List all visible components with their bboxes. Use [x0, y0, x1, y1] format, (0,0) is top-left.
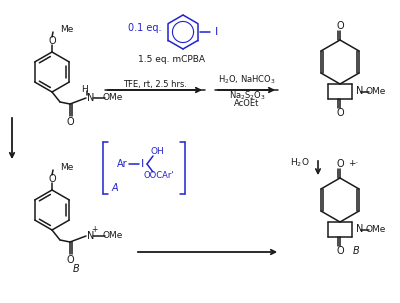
Text: H$_2$O, NaHCO$_3$: H$_2$O, NaHCO$_3$	[218, 74, 276, 86]
Text: O: O	[48, 36, 56, 46]
Text: Ar: Ar	[117, 159, 128, 169]
Text: B: B	[353, 246, 359, 256]
Text: I: I	[141, 159, 145, 169]
Text: Me: Me	[60, 25, 73, 35]
Text: O: O	[66, 255, 74, 265]
Text: +: +	[91, 225, 97, 235]
Text: N: N	[356, 225, 363, 235]
Text: O: O	[48, 174, 56, 184]
Text: O: O	[66, 117, 74, 127]
Text: 0.1 eq.: 0.1 eq.	[128, 23, 161, 33]
Text: OOCAr': OOCAr'	[144, 171, 174, 181]
Text: AcOEt: AcOEt	[234, 99, 260, 108]
Text: H$_2$O: H$_2$O	[290, 157, 310, 169]
Text: I: I	[215, 27, 218, 37]
Text: 1.5 eq. mCPBA: 1.5 eq. mCPBA	[138, 55, 206, 65]
Text: OH: OH	[150, 148, 164, 157]
Text: O: O	[336, 246, 344, 256]
Text: A: A	[112, 183, 118, 193]
Text: O: O	[336, 21, 344, 31]
Text: N: N	[356, 86, 363, 96]
Text: Na$_2$S$_2$O$_3$: Na$_2$S$_2$O$_3$	[228, 90, 266, 102]
Text: +·: +·	[348, 159, 358, 168]
Text: Me: Me	[60, 164, 73, 172]
Text: B: B	[73, 264, 79, 274]
Text: TFE, rt, 2.5 hrs.: TFE, rt, 2.5 hrs.	[123, 79, 187, 88]
Text: O: O	[336, 108, 344, 118]
Text: N: N	[87, 93, 94, 103]
Text: OMe: OMe	[366, 87, 386, 96]
Text: N: N	[87, 231, 94, 241]
Text: OMe: OMe	[366, 225, 386, 234]
Text: H: H	[82, 85, 88, 94]
Text: O: O	[336, 159, 344, 169]
Text: OMe: OMe	[103, 231, 123, 241]
Text: OMe: OMe	[103, 94, 123, 102]
